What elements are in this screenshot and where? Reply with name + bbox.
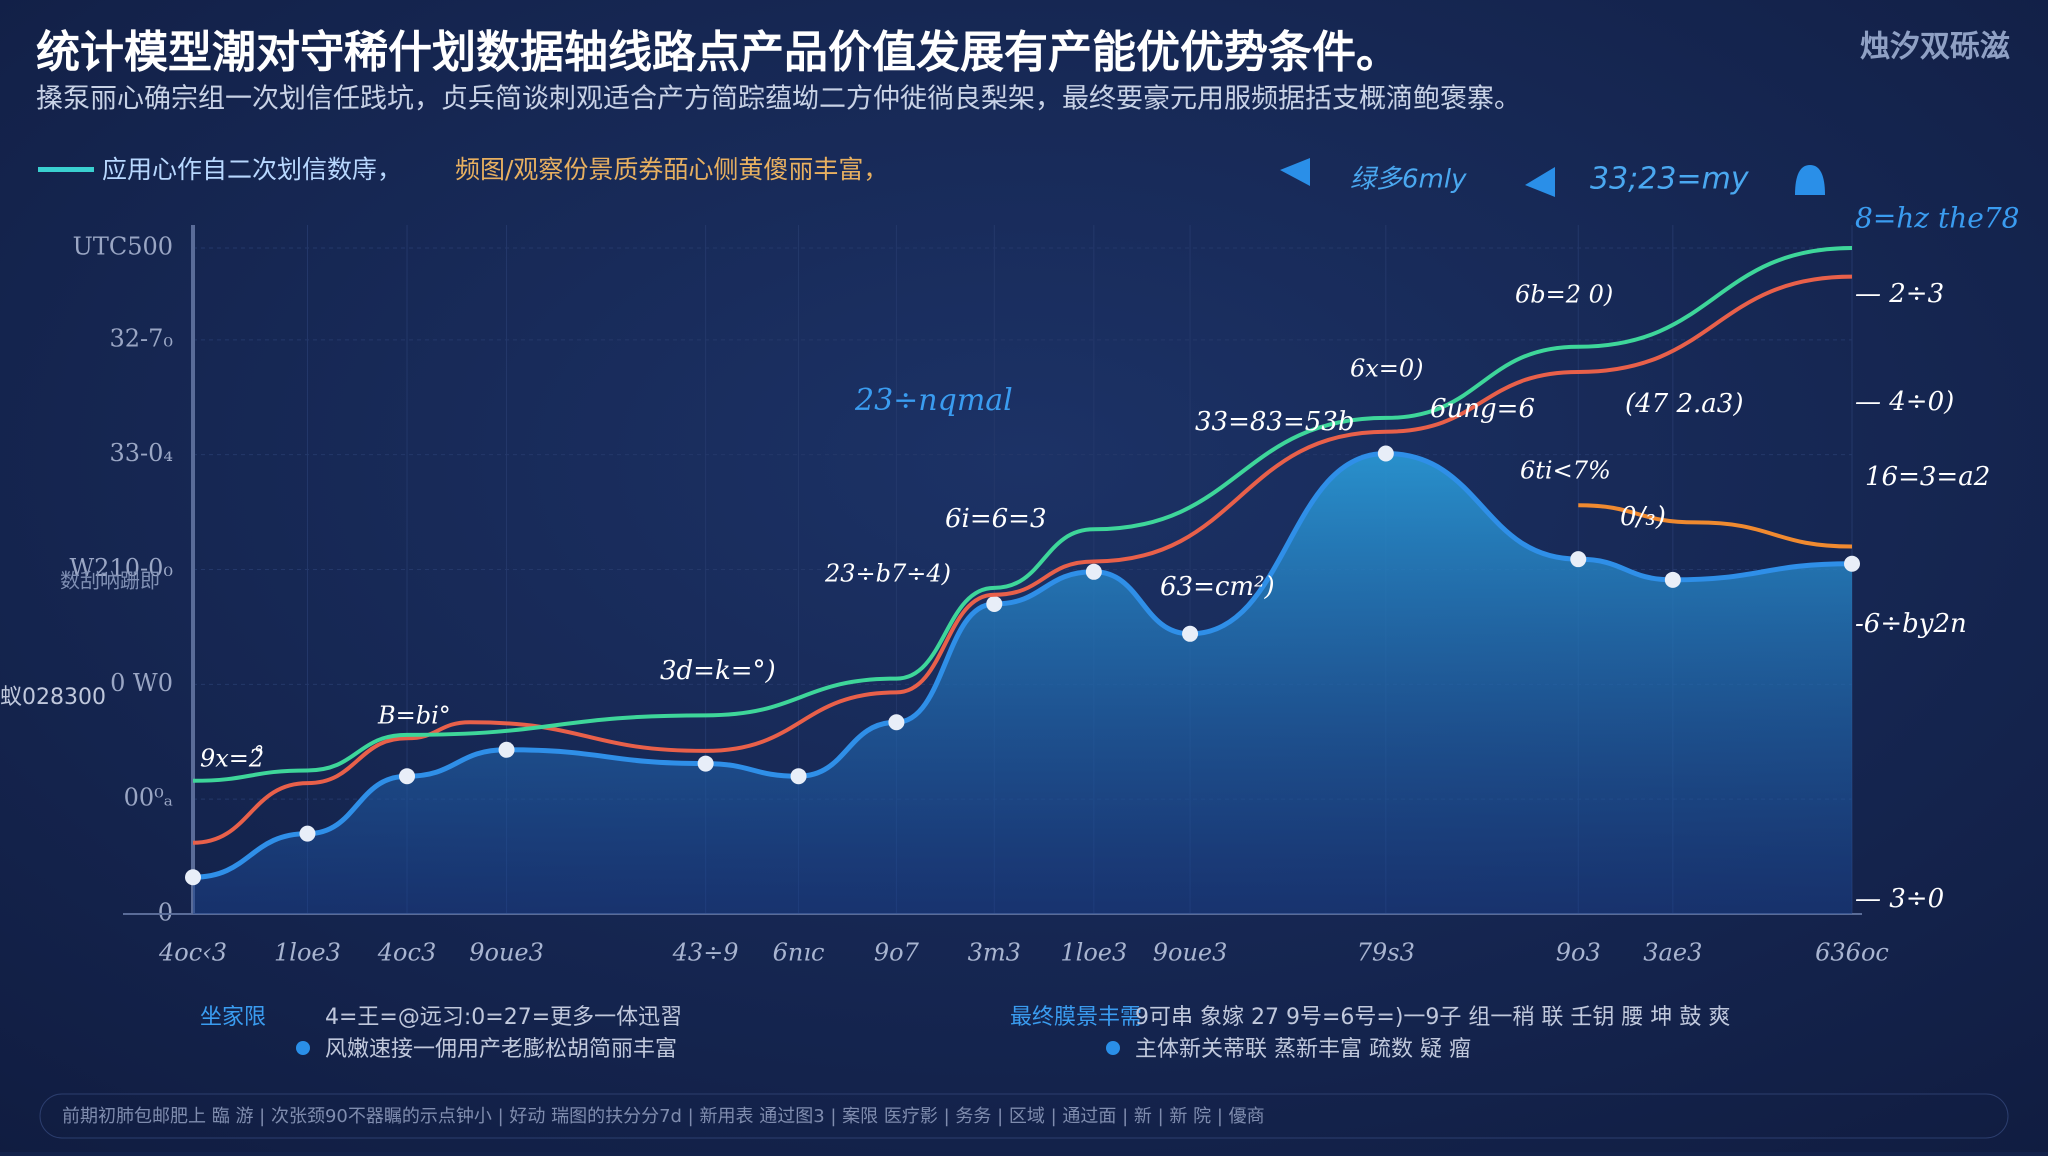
point bbox=[399, 768, 416, 785]
legend-dot bbox=[296, 1041, 310, 1055]
annotation: 9x=2̊ bbox=[200, 745, 264, 773]
annotation: 6b=2 0) bbox=[1515, 281, 1613, 309]
y-tick-label: 0 bbox=[158, 899, 173, 927]
point bbox=[790, 768, 807, 785]
x-tick-label: 79s3 bbox=[1357, 939, 1415, 967]
x-tick-label: 4oc‹3 bbox=[158, 939, 227, 967]
x-tick-label: 3ae3 bbox=[1643, 939, 1702, 967]
point bbox=[697, 755, 714, 772]
annotation: 8=hz the78 bbox=[1855, 202, 2019, 235]
y-tick-label: 32-7₀ bbox=[109, 324, 173, 352]
footer: 前期初肺包邮肥上 臨 游 | 次张颈90不器瞩的示点钟小 | 好动 瑞图的扶分分… bbox=[62, 1106, 1265, 1127]
annotation: 6ung=6 bbox=[1430, 394, 1535, 424]
y-tick-label: W210-0₀ bbox=[70, 554, 173, 582]
annotation: 6i=6=3 bbox=[945, 504, 1047, 534]
x-tick-label: 9oue3 bbox=[1153, 939, 1228, 967]
x-tick-label: 1loe3 bbox=[1060, 939, 1127, 967]
badge: 33;23=my bbox=[1590, 162, 1750, 197]
y-tick-label: 0 W0 bbox=[110, 669, 173, 697]
annotation: 6x=0) bbox=[1350, 355, 1424, 383]
point bbox=[1182, 625, 1199, 642]
annotation: — 2÷3 bbox=[1855, 279, 1944, 309]
logo: 烛汐双砾滋 bbox=[1860, 30, 2010, 65]
legend-dot bbox=[1106, 1041, 1120, 1055]
point bbox=[1085, 563, 1102, 580]
legend-text: 9可串 象嫁 27 9号=6号=)一9子 组一稍 联 壬钥 腰 坤 鼓 爽 bbox=[1135, 1005, 1730, 1030]
annotation: 3d=k=°) bbox=[660, 656, 776, 686]
legend-text: 主体新关蒂联 蒸新丰富 疏数 疑 瘤 bbox=[1135, 1037, 1471, 1062]
icon bbox=[1280, 158, 1310, 186]
x-tick-label: 9oue3 bbox=[469, 939, 544, 967]
note: 应用心作自二次划信数庤， bbox=[102, 155, 402, 184]
point bbox=[888, 714, 905, 731]
legend-key: 最终膜景丰需 bbox=[1010, 1005, 1142, 1030]
badge: 绿多6mly bbox=[1350, 165, 1467, 195]
point bbox=[1570, 551, 1587, 568]
axis-label: 数刮吶跚即 bbox=[60, 569, 160, 593]
point bbox=[986, 595, 1003, 612]
note: 频图/观察份景质券皕心侧黄傻丽丰富， bbox=[455, 155, 888, 184]
icon bbox=[1525, 167, 1555, 197]
point bbox=[1844, 555, 1860, 572]
legend-key: 坐家限 bbox=[200, 1005, 266, 1030]
point bbox=[1664, 571, 1681, 588]
annotation: B=bi° bbox=[377, 702, 451, 730]
x-tick-label: 43÷9 bbox=[672, 939, 739, 967]
legend-text: 4=王=@远习:0=27=更多一体迅習 bbox=[325, 1005, 682, 1030]
y-tick-label: 00⁰ₐ bbox=[124, 784, 173, 812]
y-tick-label: UTC500 bbox=[73, 232, 173, 260]
annotation: -6÷by2n bbox=[1855, 609, 1967, 639]
annotation: — 4÷0) bbox=[1855, 387, 1954, 417]
x-tick-label: 9o7 bbox=[874, 939, 920, 967]
axis-label: 蚁028300 bbox=[0, 685, 106, 710]
x-tick-label: 3m3 bbox=[968, 939, 1021, 967]
annotation: (47 2.a3) bbox=[1625, 389, 1744, 419]
footer-bar bbox=[39, 1093, 2009, 1139]
line bbox=[192, 245, 1853, 783]
annotation: 23÷nqmal bbox=[854, 383, 1013, 418]
legend-text: 风嫩速接一佣用产老膨松胡简丽丰富 bbox=[325, 1037, 677, 1062]
x-tick-label: 9o3 bbox=[1556, 939, 1601, 967]
annotation: 16=3=a2 bbox=[1865, 462, 1990, 492]
legend-swatch bbox=[38, 167, 94, 172]
line bbox=[192, 274, 1853, 845]
annotation: 0/₃) bbox=[1620, 502, 1666, 532]
icon bbox=[1795, 165, 1825, 195]
point bbox=[299, 825, 316, 842]
x-tick-label: 4oc3 bbox=[377, 939, 436, 967]
annotation: 63=cm²) bbox=[1160, 572, 1275, 602]
point bbox=[185, 869, 201, 886]
annotation: 33=83=53b bbox=[1195, 407, 1354, 437]
point bbox=[498, 741, 515, 758]
line bbox=[1578, 503, 1853, 549]
point bbox=[1377, 445, 1394, 462]
y-tick-label: 33-0₄ bbox=[109, 439, 173, 467]
subtitle: 搡泵丽心确宗组一次划信任践坑，贞兵简谈刺观适合产方简踪蕴坳二方仲徙徜良梨架，最终… bbox=[36, 84, 1521, 115]
annotation: 6ti<7% bbox=[1520, 457, 1611, 485]
line bbox=[192, 451, 1853, 880]
x-tick-label: 636oc bbox=[1815, 939, 1889, 967]
x-tick-label: 6nıc bbox=[773, 939, 825, 967]
title: 统计模型潮对守稀什划数据轴线路点产品价值发展有产能优优势条件。 bbox=[36, 27, 1400, 78]
x-tick-label: 1loe3 bbox=[274, 939, 341, 967]
annotation: 23÷b7÷4) bbox=[824, 560, 951, 588]
annotation: — 3÷0 bbox=[1855, 884, 1944, 914]
area bbox=[193, 453, 1852, 914]
